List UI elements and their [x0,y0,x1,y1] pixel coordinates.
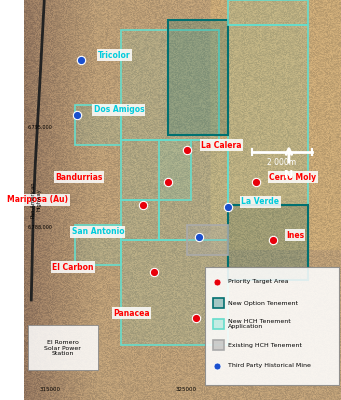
Bar [28,325,98,370]
Text: Pan-American
Highway: Pan-American Highway [30,182,41,218]
Bar [168,20,228,135]
Bar [121,30,219,140]
Text: 6,795,000: 6,795,000 [28,124,52,130]
Bar [213,340,224,350]
Text: 6,788,000: 6,788,000 [28,224,53,230]
Text: N: N [284,170,294,180]
Text: Priority Target Area: Priority Target Area [228,280,289,284]
Bar [159,140,228,240]
Text: San Antonio: San Antonio [72,228,124,236]
Text: New Option Tenement: New Option Tenement [228,300,298,306]
Text: La Calera: La Calera [202,140,242,150]
Bar [205,267,339,385]
Text: 325000: 325000 [176,387,197,392]
Text: Cerro Moly: Cerro Moly [269,172,316,182]
Bar [121,200,159,240]
Text: Bandurrias: Bandurrias [56,172,103,182]
Text: Dos Amigos: Dos Amigos [93,106,144,114]
Bar [187,225,228,255]
Bar [121,140,191,200]
Bar [228,0,308,25]
Bar [228,205,308,280]
Text: Tricolor: Tricolor [98,50,131,60]
Text: La Verde: La Verde [241,198,280,206]
Bar [75,105,121,145]
Bar [121,240,228,345]
Text: 2 000m: 2 000m [267,158,296,167]
Text: Mariposa (Au): Mariposa (Au) [8,196,69,204]
Text: Existing HCH Tenement: Existing HCH Tenement [228,342,302,348]
Text: Third Party Historical Mine: Third Party Historical Mine [228,364,311,368]
Bar [213,319,224,329]
Text: New HCH Tenement
Application: New HCH Tenement Application [228,318,291,330]
Text: Ines: Ines [286,230,304,240]
Text: El Carbon: El Carbon [52,262,93,272]
Text: El Romero
Solar Power
Station: El Romero Solar Power Station [44,340,81,356]
Text: Panacea: Panacea [113,308,149,318]
Bar [75,225,121,265]
Text: 315000: 315000 [39,387,60,392]
Bar [213,298,224,308]
Bar [228,25,308,205]
